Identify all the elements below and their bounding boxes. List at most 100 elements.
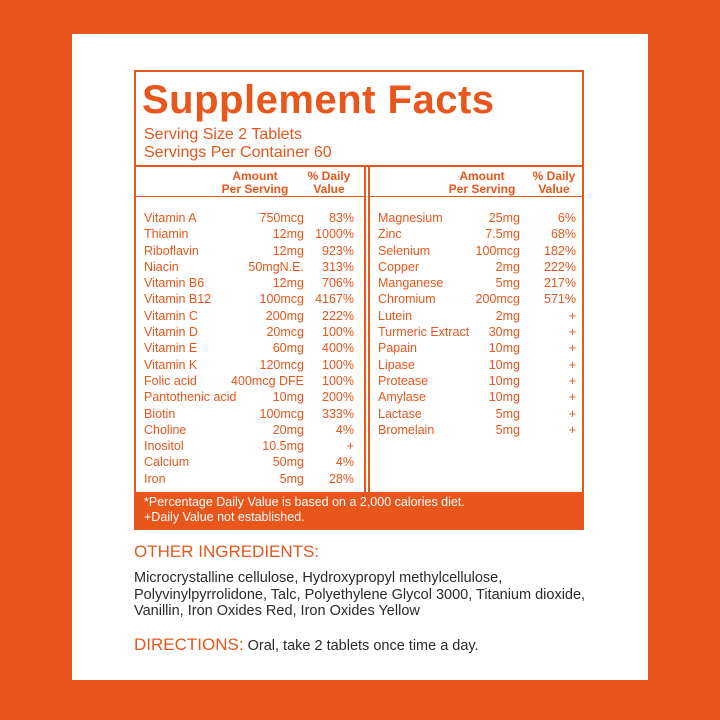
- nutrient-row: Lipase 10mg +: [370, 357, 582, 373]
- column-header-line: [370, 196, 582, 197]
- directions: DIRECTIONS: Oral, take 2 tablets once ti…: [134, 635, 479, 655]
- nutrient-name: Pantothenic acid: [144, 390, 237, 405]
- nutrient-daily-value: 706%: [322, 276, 354, 291]
- nutrient-daily-value: 4%: [335, 422, 354, 437]
- nutrient-row: Vitamin A 750mcg 83%: [136, 210, 364, 226]
- footnote-daily-value: *Percentage Daily Value is based on a 2,…: [144, 495, 465, 509]
- column-header-line: [136, 196, 364, 197]
- nutrient-amount: 20mg: [272, 422, 304, 437]
- nutrient-name: Riboflavin: [144, 243, 199, 258]
- nutrient-daily-value: 571%: [544, 292, 576, 307]
- nutrient-amount: 10mg: [488, 373, 520, 388]
- nutrient-daily-value: 100%: [322, 357, 354, 372]
- footnote-not-established: +Daily Value not established.: [144, 510, 305, 524]
- dv-header-line2: Value: [538, 182, 570, 196]
- nutrient-row: Pantothenic acid 10mg 200%: [136, 389, 364, 405]
- nutrient-amount: 2mg: [495, 259, 520, 274]
- nutrient-row: Magnesium 25mg 6%: [370, 210, 582, 226]
- nutrient-name: Amylase: [378, 390, 426, 405]
- nutrient-daily-value: 217%: [544, 276, 576, 291]
- nutrient-row: Vitamin B12 100mcg 4167%: [136, 291, 364, 307]
- nutrient-name: Vitamin K: [144, 357, 198, 372]
- nutrient-daily-value: 333%: [322, 406, 354, 421]
- dv-header-line1: % Daily: [307, 169, 351, 183]
- nutrient-daily-value: 923%: [322, 243, 354, 258]
- nutrient-column-right: Amount Per Serving % Daily Value Magnesi…: [370, 168, 582, 437]
- nutrient-row: Biotin 100mcg 333%: [136, 406, 364, 422]
- nutrient-row: Protease 10mg +: [370, 373, 582, 389]
- nutrient-name: Manganese: [378, 276, 444, 291]
- nutrient-name: Iron: [144, 471, 166, 486]
- directions-text: Oral, take 2 tablets once time a day.: [243, 638, 479, 654]
- dv-header-line1: % Daily: [532, 169, 576, 183]
- nutrient-daily-value: 100%: [322, 373, 354, 388]
- daily-value-header: % Daily Value: [528, 170, 580, 196]
- nutrient-name: Niacin: [144, 259, 179, 274]
- nutrient-row: Thiamin 12mg 1000%: [136, 226, 364, 242]
- footnote-box: *Percentage Daily Value is based on a 2,…: [136, 492, 582, 528]
- nutrient-amount: 12mg: [272, 227, 304, 242]
- nutrient-amount: 10mg: [488, 357, 520, 372]
- nutrient-daily-value: 1000%: [315, 227, 354, 242]
- nutrient-daily-value: 400%: [322, 341, 354, 356]
- nutrient-daily-value: 100%: [322, 325, 354, 340]
- nutrient-row: Folic acid 400mcg DFE 100%: [136, 373, 364, 389]
- nutrient-daily-value: 222%: [322, 308, 354, 323]
- nutrient-name: Magnesium: [378, 211, 443, 225]
- nutrient-name: Calcium: [144, 455, 190, 470]
- nutrient-name: Vitamin D: [144, 325, 198, 340]
- nutrient-row: Vitamin E 60mg 400%: [136, 340, 364, 356]
- nutrient-daily-value: +: [568, 406, 576, 421]
- nutrient-row: Vitamin C 200mg 222%: [136, 308, 364, 324]
- serving-size: Serving Size 2 Tablets: [144, 126, 303, 143]
- nutrient-row: Lactase 5mg +: [370, 406, 582, 422]
- nutrient-name: Lutein: [378, 308, 413, 323]
- nutrient-amount: 10mg: [488, 390, 520, 405]
- nutrient-daily-value: 4167%: [315, 292, 354, 307]
- nutrient-amount: 400mcg DFE: [231, 373, 304, 388]
- nutrient-name: Papain: [378, 341, 417, 356]
- nutrient-row: Riboflavin 12mg 923%: [136, 243, 364, 259]
- nutrient-row: Copper 2mg 222%: [370, 259, 582, 275]
- label-card: Supplement Facts Serving Size 2 Tablets …: [72, 34, 648, 680]
- nutrient-amount: 20mcg: [266, 325, 304, 340]
- nutrient-amount: 5mg: [495, 422, 520, 437]
- panel-title: Supplement Facts: [142, 78, 495, 122]
- nutrient-name: Thiamin: [144, 227, 189, 242]
- nutrient-amount: 7.5mg: [485, 227, 520, 242]
- nutrient-amount: 100mcg: [259, 406, 304, 421]
- nutrient-name: Selenium: [378, 243, 431, 258]
- nutrient-amount: 10.5mg: [262, 439, 304, 454]
- nutrient-daily-value: 6%: [557, 211, 576, 225]
- nutrient-amount: 12mg: [272, 276, 304, 291]
- nutrient-amount: 5mg: [495, 406, 520, 421]
- nutrient-daily-value: 182%: [544, 243, 576, 258]
- nutrient-name: Choline: [144, 422, 187, 437]
- nutrient-daily-value: +: [568, 422, 576, 437]
- nutrient-name: Vitamin E: [144, 341, 198, 356]
- column-header: Amount Per Serving % Daily Value: [370, 168, 582, 196]
- header-divider: [136, 165, 582, 167]
- directions-label: DIRECTIONS:: [134, 635, 244, 654]
- nutrient-name: Lipase: [378, 357, 415, 372]
- nutrient-name: Chromium: [378, 292, 436, 307]
- column-header: Amount Per Serving % Daily Value: [136, 168, 364, 196]
- supplement-facts-panel: Supplement Facts Serving Size 2 Tablets …: [134, 70, 584, 530]
- dv-header-line2: Value: [313, 182, 345, 196]
- nutrient-row: Selenium 100mcg 182%: [370, 243, 582, 259]
- nutrient-name: Biotin: [144, 406, 176, 421]
- nutrient-row: Vitamin K 120mcg 100%: [136, 357, 364, 373]
- nutrient-row: Niacin 50mgN.E. 313%: [136, 259, 364, 275]
- nutrient-row: Chromium 200mcg 571%: [370, 291, 582, 307]
- nutrient-amount: 200mg: [265, 308, 304, 323]
- nutrient-amount: 30mg: [488, 325, 520, 340]
- nutrient-daily-value: 83%: [328, 211, 354, 225]
- nutrient-row: Amylase 10mg +: [370, 389, 582, 405]
- daily-value-header: % Daily Value: [302, 170, 356, 196]
- nutrient-amount: 50mg: [272, 455, 304, 470]
- nutrient-amount: 5mg: [279, 471, 304, 486]
- nutrient-row: Iron 5mg 28%: [136, 471, 364, 487]
- nutrient-name: Turmeric Extract: [378, 325, 470, 340]
- nutrient-name: Bromelain: [378, 422, 435, 437]
- nutrient-amount: 100mcg: [259, 292, 304, 307]
